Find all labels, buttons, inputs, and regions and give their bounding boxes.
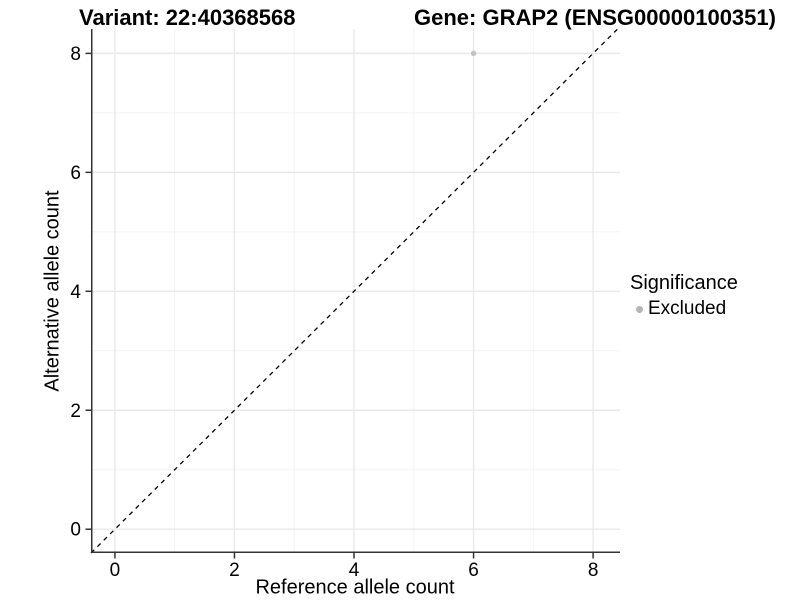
variant-title: Variant: 22:40368568	[79, 5, 296, 30]
legend: Significance Excluded	[630, 272, 738, 320]
svg-text:2: 2	[70, 401, 81, 422]
legend-key-dot-icon	[636, 305, 643, 313]
x-axis-title: Reference allele count	[255, 576, 455, 599]
svg-text:0: 0	[110, 560, 121, 581]
svg-text:6: 6	[468, 560, 479, 581]
svg-text:4: 4	[70, 282, 81, 303]
legend-title: Significance	[630, 272, 738, 294]
svg-text:4: 4	[349, 560, 360, 581]
gene-title: Gene: GRAP2 (ENSG00000100351)	[414, 5, 776, 30]
svg-text:2: 2	[229, 560, 240, 581]
legend-entry-label: Excluded	[648, 298, 727, 319]
svg-text:0: 0	[70, 520, 81, 541]
legend-entry-excluded: Excluded	[630, 298, 738, 320]
svg-text:8: 8	[588, 560, 599, 581]
svg-text:8: 8	[70, 44, 81, 65]
svg-text:6: 6	[70, 163, 81, 184]
y-axis-title: Alternative allele count	[41, 190, 64, 392]
plot-panel: 0 2 4 6 8 0 2 4 6 8	[70, 28, 620, 581]
